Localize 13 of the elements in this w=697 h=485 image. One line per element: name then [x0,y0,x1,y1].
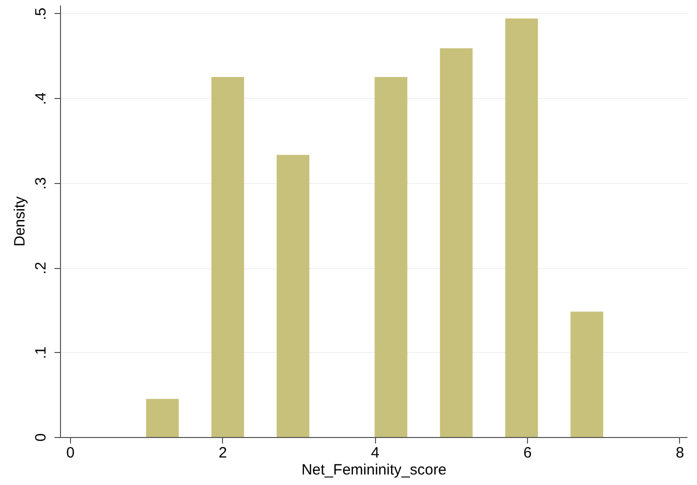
x-axis-title: Net_Femininity_score [301,462,447,478]
y-tick-label: .4 [32,92,50,105]
y-axis-title: Density [12,196,28,247]
x-tick-label: 8 [676,444,684,462]
y-tick-label: .5 [32,8,50,20]
x-tick-label: 2 [218,444,227,462]
x-tick-label: 6 [523,444,532,462]
y-tick-label: .2 [32,262,50,274]
x-tick-label: 0 [66,444,75,462]
y-tick-label: 0 [32,433,50,442]
x-tick-label: 4 [370,444,380,462]
y-tick-label: .3 [32,177,50,190]
y-tick-label: .1 [32,346,50,360]
